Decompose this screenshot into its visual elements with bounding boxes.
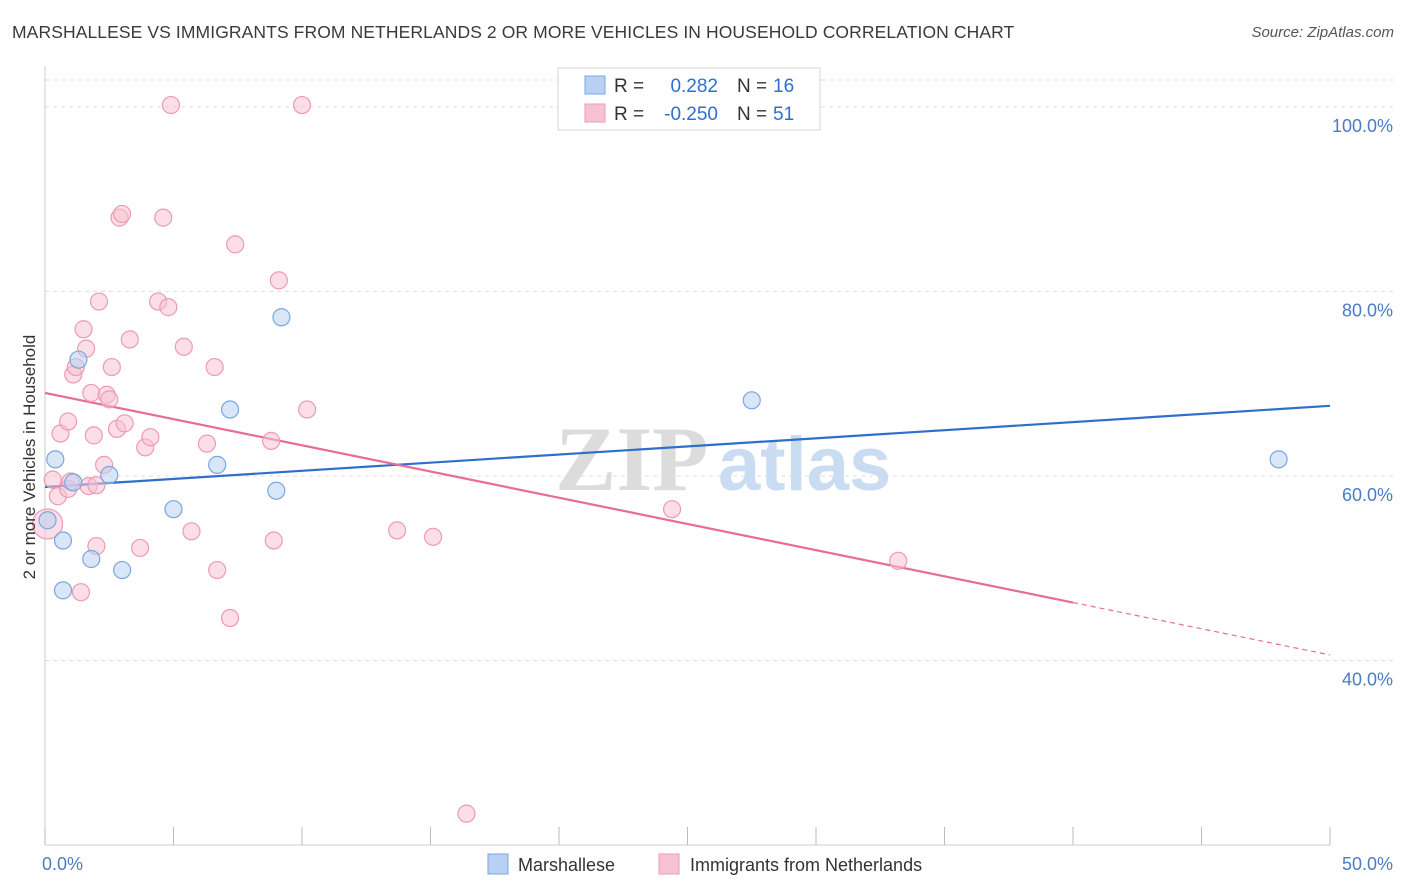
data-point-marshallese [1269,450,1288,469]
data-point-marshallese [100,465,119,485]
gridlines [45,79,1395,661]
legend-n-value: 51 [773,104,794,125]
legend-r-value: -0.250 [664,104,718,125]
data-point-marshallese [164,500,183,519]
legend-r-label: R = [614,76,644,97]
data-point-marshallese [742,391,761,410]
data-point-marshallese [46,450,65,469]
data-point-netherlands [269,271,288,290]
data-point-netherlands [112,204,132,224]
legend-n-label: N = [737,76,767,97]
y-tick-label: 60.0% [1342,485,1393,505]
data-point-netherlands [82,383,101,403]
data-point-netherlands [174,337,193,356]
data-point-netherlands [292,95,312,115]
y-tick-label: 80.0% [1342,300,1393,320]
legend-swatch-marshallese [584,75,606,95]
data-point-netherlands [457,804,476,823]
data-point-marshallese [267,481,286,500]
data-point-netherlands [387,521,407,540]
data-point-netherlands [71,583,91,602]
data-point-netherlands [154,208,173,227]
series-legend-label-marshallese: Marshallese [518,855,615,875]
data-point-netherlands [197,434,217,453]
data-point-marshallese [82,549,101,569]
data-point-marshallese [272,308,291,327]
series-legend-swatch-netherlands [658,853,680,875]
data-point-netherlands [87,476,106,495]
x-tick-labels: 0.0% 50.0% [42,854,1393,874]
data-point-netherlands [220,608,240,628]
data-point-netherlands [889,551,908,570]
data-point-marshallese [38,511,57,530]
y-tick-label: 40.0% [1342,669,1393,689]
x-tick-label: 50.0% [1342,854,1393,874]
data-point-netherlands [141,428,160,447]
series-legend-swatch-marshallese [487,853,509,875]
data-point-netherlands [59,412,78,431]
data-point-netherlands [159,298,178,317]
data-point-netherlands [226,235,245,254]
data-point-netherlands [208,560,227,580]
data-point-marshallese [53,581,73,600]
data-point-netherlands [115,414,134,433]
legend-n-value: 16 [773,76,794,97]
data-point-netherlands [262,431,281,450]
data-point-netherlands [89,292,109,311]
trend-line-extension [1072,601,1331,656]
source-credit: Source: ZipAtlas.com [1251,24,1394,41]
data-point-netherlands [130,538,150,558]
data-point-netherlands [298,400,317,419]
legend-r-value: 0.282 [670,76,718,97]
data-point-netherlands [182,522,201,541]
watermark-zip: ZIP [555,408,708,510]
data-point-marshallese [220,400,240,419]
data-point-netherlands [662,500,682,519]
data-point-netherlands [120,330,139,349]
trend-line-marshallese [44,404,1331,489]
stats-legend-row-marshallese: R = 0.282 N = 16 [584,75,794,97]
data-point-netherlands [100,390,119,409]
data-point-marshallese [112,560,132,580]
y-axis-title: 2 or more Vehicles in Household [20,335,39,580]
data-point-marshallese [53,531,73,550]
data-point-netherlands [102,357,121,377]
data-point-netherlands [423,527,443,546]
legend-r-label: R = [614,104,644,125]
x-tick-label: 0.0% [42,854,83,874]
data-point-netherlands [43,470,62,489]
data-point-marshallese [208,455,227,474]
stats-legend: R = 0.282 N = 16 R = -0.250 N = 51 [557,67,821,131]
axes [44,66,1331,846]
legend-n-label: N = [737,104,767,125]
chart-title: MARSHALLESE VS IMMIGRANTS FROM NETHERLAN… [12,22,1015,42]
watermark: ZIP atlas [555,408,891,510]
data-points [31,95,1288,823]
data-point-netherlands [74,320,93,339]
data-point-netherlands [205,357,224,377]
data-point-marshallese [69,350,88,369]
series-legend-label-netherlands: Immigrants from Netherlands [690,855,922,875]
y-tick-labels: 100.0% 80.0% 60.0% 40.0% [1332,116,1393,690]
data-point-netherlands [161,95,181,115]
legend-swatch-netherlands [584,103,606,123]
data-point-netherlands [84,426,103,445]
data-point-marshallese [64,473,83,492]
stats-legend-row-netherlands: R = -0.250 N = 51 [584,103,794,125]
data-point-netherlands [264,531,283,550]
series-legend: Marshallese Immigrants from Netherlands [487,853,922,875]
y-tick-label: 100.0% [1332,116,1393,136]
